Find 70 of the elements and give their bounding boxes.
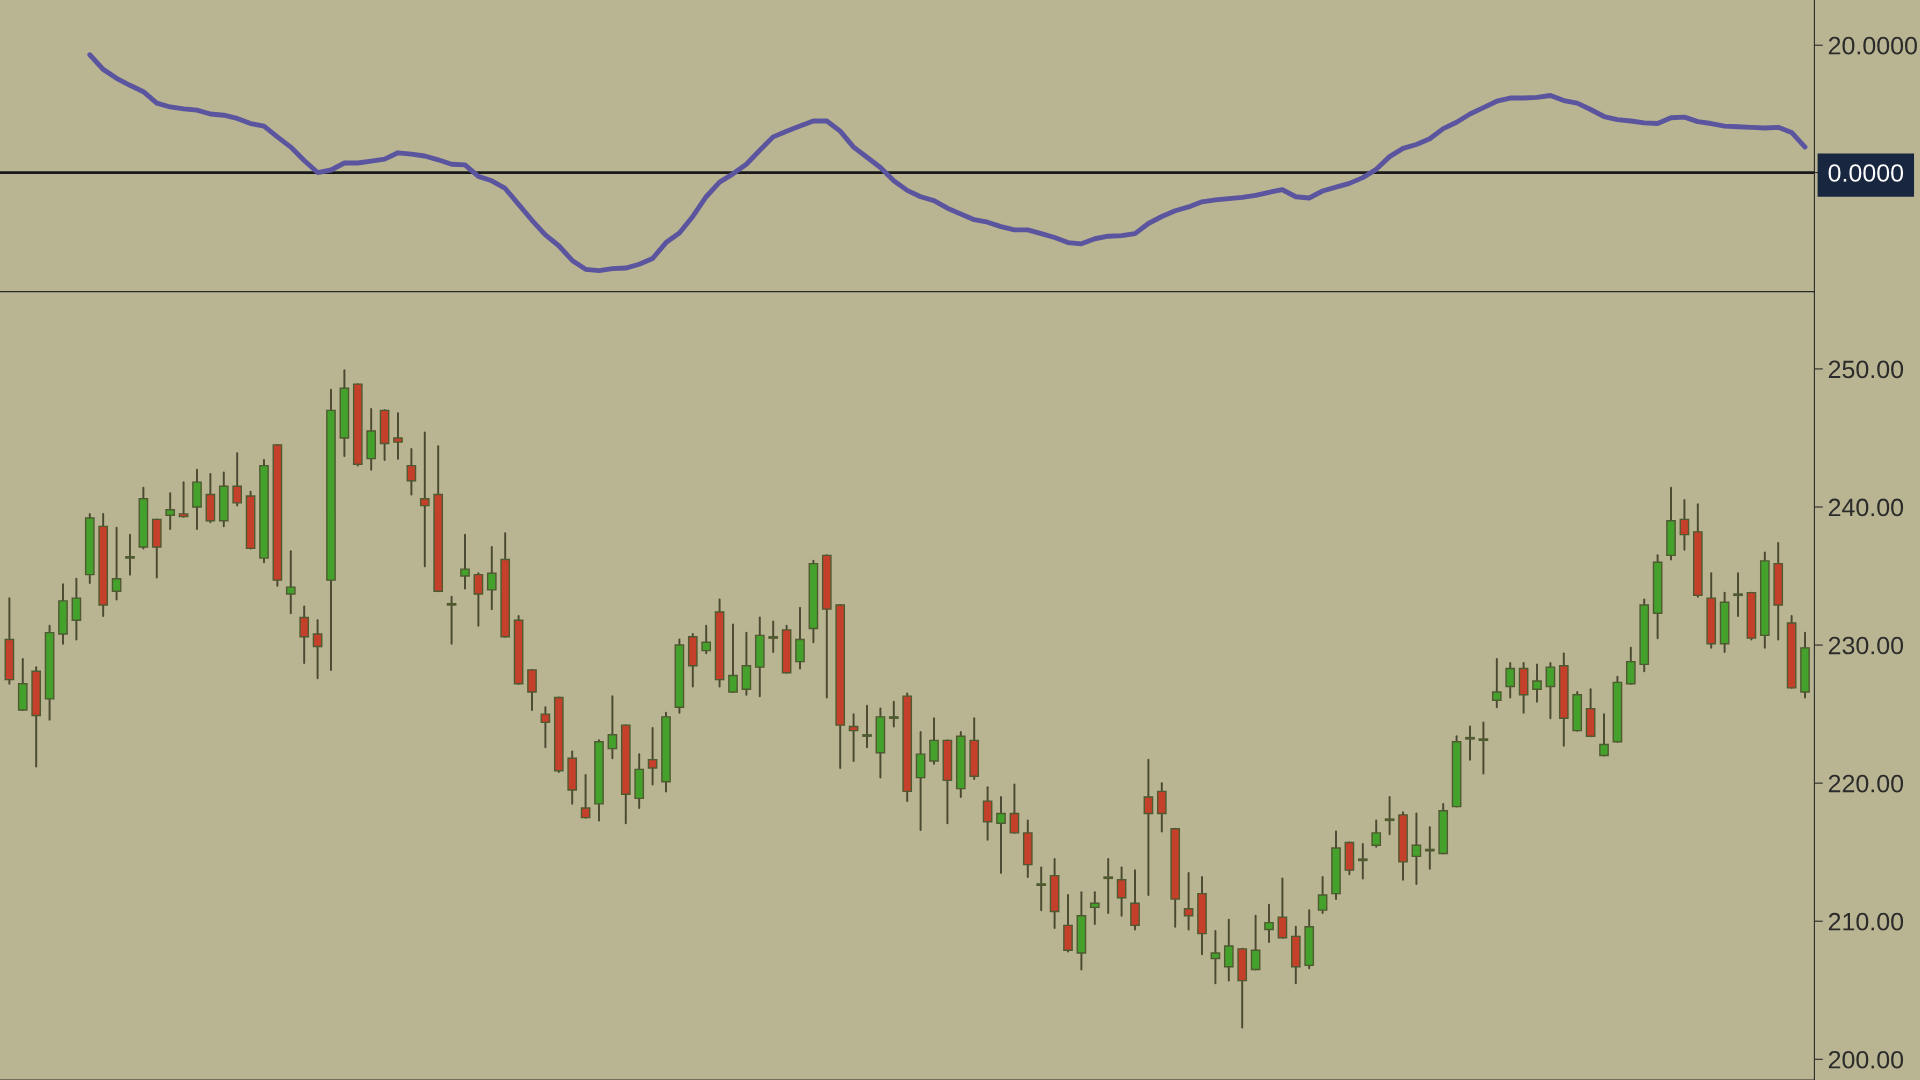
y-tick-label: 220.00: [1828, 774, 1904, 793]
candlestick: [915, 731, 926, 832]
candlestick: [768, 620, 779, 653]
candlestick: [1277, 877, 1288, 939]
candlestick: [1183, 871, 1194, 931]
candlestick: [1223, 918, 1234, 982]
candlestick: [71, 577, 82, 641]
candlestick: [1143, 758, 1154, 896]
candlestick: [1089, 891, 1100, 925]
candlestick: [1210, 929, 1221, 985]
candlestick: [996, 795, 1006, 874]
candlestick: [232, 452, 243, 507]
y-tick-label: 210.00: [1828, 912, 1904, 931]
y-tick-label: 0.0000: [1828, 164, 1904, 182]
candlestick: [607, 695, 618, 760]
y-tick-label: 230.00: [1828, 636, 1904, 655]
candlestick: [1103, 858, 1114, 914]
candlestick: [1478, 721, 1489, 775]
candlestick: [1491, 657, 1502, 709]
candlestick: [795, 606, 805, 670]
candlestick: [580, 773, 591, 819]
candlestick: [1009, 783, 1020, 834]
candlestick: [165, 492, 176, 531]
candlestick: [1679, 499, 1690, 551]
candlestick: [1411, 812, 1422, 885]
candlestick: [406, 448, 417, 496]
candlestick: [473, 572, 484, 627]
candlestick: [982, 786, 993, 841]
candlestick: [1036, 866, 1047, 912]
y-tick-label: 20.0000: [1828, 36, 1917, 55]
candlestick: [1545, 662, 1556, 720]
y-tick-label: 240.00: [1828, 498, 1904, 517]
candlestick: [701, 624, 712, 655]
candlestick: [486, 546, 497, 611]
candlestick: [728, 623, 738, 693]
candlestick: [312, 619, 323, 680]
candlestick: [1116, 866, 1127, 917]
candlestick: [125, 533, 135, 576]
candlestick: [1625, 646, 1636, 685]
candlestick: [1357, 842, 1368, 880]
candlestick: [446, 595, 457, 645]
candlestick: [1156, 782, 1167, 833]
candlestick: [1384, 795, 1395, 836]
candlestick: [419, 431, 430, 568]
candlestick: [527, 668, 537, 711]
candlestick: [862, 704, 872, 749]
candlestick: [540, 706, 551, 749]
candlestick: [393, 412, 403, 460]
candlestick: [178, 481, 189, 518]
candlestick: [929, 717, 939, 765]
candlestick: [1505, 662, 1516, 699]
candlestick: [1371, 819, 1382, 848]
candlestick: [647, 726, 658, 786]
candlestick: [460, 533, 470, 590]
candlestick: [111, 526, 122, 601]
candlestick: [741, 631, 752, 696]
candlestick: [1130, 869, 1140, 931]
candlestick: [285, 550, 296, 615]
candlestick: [1250, 914, 1261, 971]
candlestick: [1532, 663, 1542, 703]
candlestick: [1465, 725, 1475, 761]
candlestick: [299, 605, 310, 664]
candlestick: [1599, 713, 1609, 757]
y-tick-label: 250.00: [1828, 360, 1904, 379]
candlestick: [1733, 572, 1743, 618]
candlestick: [888, 700, 899, 728]
candlestick: [1317, 876, 1328, 914]
y-tick-label: 200.00: [1828, 1050, 1904, 1069]
line-series: [87, 52, 1808, 274]
candlestick: [1264, 903, 1274, 943]
